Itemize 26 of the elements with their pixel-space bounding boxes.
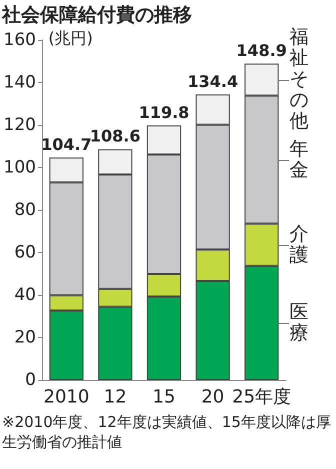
total-label: 119.8 <box>138 102 190 122</box>
y-tick-label: 140 <box>4 72 36 92</box>
series-label: 介護 <box>290 222 310 266</box>
series-label: 福祉その他 <box>290 26 310 132</box>
series-label: 医療 <box>290 300 310 344</box>
y-tick-label: 0 <box>25 370 36 390</box>
total-label: 134.4 <box>187 72 238 91</box>
total-label: 104.7 <box>41 135 92 154</box>
text: ※2010年度、12年度は実績値、15年度以降は厚生労働省の推計値 <box>2 412 332 452</box>
y-tick-label: 20 <box>14 328 36 348</box>
y-tick-label: 160 <box>4 30 36 50</box>
total-label: 148.9 <box>236 41 287 60</box>
x-tick-label: 25年度 <box>232 386 292 408</box>
total-label: 108.6 <box>90 126 141 146</box>
x-tick-label: 15 <box>152 386 176 408</box>
x-tick-label: 12 <box>104 386 127 408</box>
series-label: 年金 <box>290 138 310 181</box>
y-tick-label: 80 <box>14 200 36 220</box>
y-tick-label: 100 <box>4 158 36 178</box>
y-tick-label: 60 <box>14 242 36 262</box>
chart-title: 社会保障給付費の推移 <box>2 3 192 28</box>
y-axis-title: (兆円) <box>48 28 93 48</box>
y-tick-label: 40 <box>14 285 36 305</box>
y-tick-label: 120 <box>4 115 36 135</box>
x-tick-label: 2010 <box>43 386 90 408</box>
x-tick-label: 20 <box>201 386 224 408</box>
